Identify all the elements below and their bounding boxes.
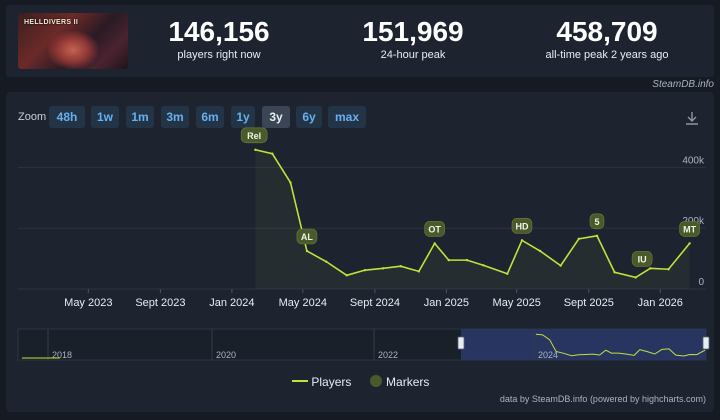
players-point: [399, 265, 402, 268]
event-marker: [631, 251, 653, 267]
event-marker: [511, 218, 533, 234]
legend-players[interactable]: Players: [292, 375, 351, 389]
banner-art: [48, 31, 98, 69]
players-point: [688, 242, 691, 245]
players-point: [465, 258, 469, 262]
players-point: [667, 268, 670, 271]
stat-24h-peak: 151,969 24-hour peak: [338, 16, 488, 62]
chart-panel: Zoom 48h 1w 1m 3m 6m 1y 3y 6y max 0200k4…: [6, 92, 714, 412]
players-point: [254, 148, 257, 151]
players-point: [520, 239, 524, 242]
players-point: [271, 152, 274, 155]
legend-markers-label: Markers: [386, 375, 430, 389]
players-point: [613, 271, 616, 274]
players-point: [482, 264, 485, 267]
stat-label: players right now: [177, 49, 261, 61]
game-banner-image[interactable]: HELLDIVERS II: [18, 13, 128, 69]
players-point: [595, 234, 599, 237]
chart-legend: Players Markers: [292, 374, 443, 389]
stat-value: 151,969: [362, 16, 464, 47]
download-icon[interactable]: [684, 110, 700, 126]
event-marker-label: HD: [515, 221, 528, 231]
y-tick-label: 400k: [682, 155, 705, 166]
x-tick-label: Jan 2025: [424, 297, 469, 309]
zoom-label: Zoom: [18, 111, 47, 123]
event-marker-label: MT: [683, 224, 696, 234]
stat-value: 146,156: [168, 16, 270, 47]
players-point: [381, 267, 385, 270]
x-tick-label: Sept 2023: [135, 297, 185, 309]
x-tick-label: Sept 2024: [350, 297, 400, 309]
event-marker: [679, 221, 700, 237]
zoom-1y-button[interactable]: 1y: [231, 106, 255, 128]
y-tick-label: 0: [698, 277, 704, 288]
event-marker: [240, 127, 268, 144]
zoom-1w-button[interactable]: 1w: [91, 106, 119, 128]
players-point: [325, 260, 328, 263]
navigator-series: [535, 333, 706, 357]
players-point: [649, 267, 652, 270]
x-tick-label: Jan 2024: [209, 297, 254, 309]
players-point: [559, 264, 562, 267]
x-tick-label: May 2023: [64, 297, 112, 309]
banner-logo-text: HELLDIVERS II: [24, 19, 79, 26]
event-marker-label: Rel: [247, 131, 261, 141]
zoom-3m-button[interactable]: 3m: [161, 106, 189, 128]
navigator-year-label: 2024: [538, 350, 558, 360]
players-point: [634, 276, 637, 279]
steamdb-credit-bottom[interactable]: data by SteamDB.info (powered by highcha…: [499, 394, 706, 404]
x-tick-label: Jan 2026: [638, 297, 683, 309]
event-marker: [589, 213, 605, 230]
x-tick-label: May 2025: [493, 297, 541, 309]
players-point: [447, 258, 450, 262]
players-point: [577, 237, 581, 241]
zoom-1m-button[interactable]: 1m: [126, 106, 154, 128]
zoom-6m-button[interactable]: 6m: [196, 106, 224, 128]
navigator-handle-left[interactable]: [457, 336, 465, 350]
legend-players-label: Players: [311, 375, 352, 389]
steamdb-credit-top[interactable]: SteamDB.info: [652, 79, 714, 90]
players-point: [363, 268, 367, 272]
stat-all-time-peak: 458,709 all-time peak 2 years ago: [532, 16, 682, 62]
event-marker: [424, 221, 445, 237]
x-tick-label: Sept 2025: [564, 297, 614, 309]
event-marker-label: AL: [301, 232, 313, 242]
players-line: [255, 148, 691, 279]
players-area: [255, 149, 690, 289]
legend-marker-icon: [369, 375, 382, 387]
stat-current-players: 146,156 players right now: [144, 16, 294, 62]
players-point: [345, 274, 348, 277]
legend-line-icon: [292, 380, 308, 382]
players-point: [433, 242, 436, 245]
players-point: [417, 270, 421, 273]
zoom-48h-button[interactable]: 48h: [49, 106, 85, 128]
event-marker: [296, 228, 318, 245]
players-point: [506, 272, 509, 275]
stat-value: 458,709: [556, 16, 658, 47]
legend-markers[interactable]: Markers: [369, 374, 430, 389]
x-tick-label: May 2024: [279, 297, 327, 309]
event-marker-label: OT: [428, 224, 441, 234]
navigator-handle-right[interactable]: [702, 336, 710, 350]
players-point: [538, 249, 542, 253]
navigator-year-label: 2018: [52, 350, 72, 360]
stats-panel: HELLDIVERS II 146,156 players right now …: [6, 5, 714, 77]
navigator-year-label: 2020: [216, 350, 236, 360]
zoom-max-button[interactable]: max: [328, 106, 366, 128]
zoom-6y-button[interactable]: 6y: [296, 106, 322, 128]
zoom-3y-button[interactable]: 3y: [262, 106, 290, 128]
players-point: [305, 249, 309, 253]
event-marker-label: 5: [594, 217, 599, 227]
event-marker-label: IU: [638, 254, 647, 264]
navigator-year-label: 2022: [378, 350, 398, 360]
stat-label: all-time peak 2 years ago: [545, 49, 669, 61]
stat-label: 24-hour peak: [380, 49, 446, 61]
navigator-selection: [461, 329, 706, 360]
players-point: [289, 181, 292, 184]
